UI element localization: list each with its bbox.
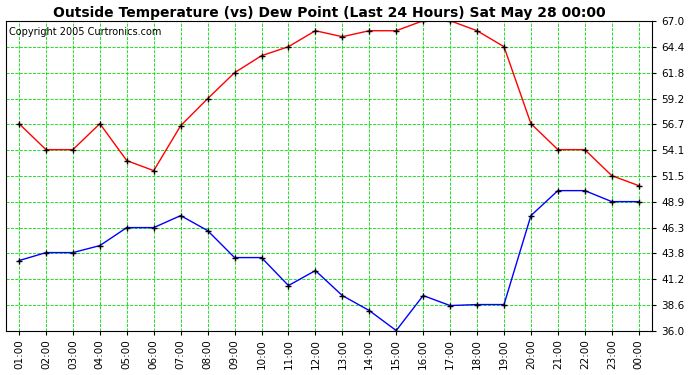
Title: Outside Temperature (vs) Dew Point (Last 24 Hours) Sat May 28 00:00: Outside Temperature (vs) Dew Point (Last… bbox=[52, 6, 605, 20]
Text: Copyright 2005 Curtronics.com: Copyright 2005 Curtronics.com bbox=[9, 27, 161, 37]
